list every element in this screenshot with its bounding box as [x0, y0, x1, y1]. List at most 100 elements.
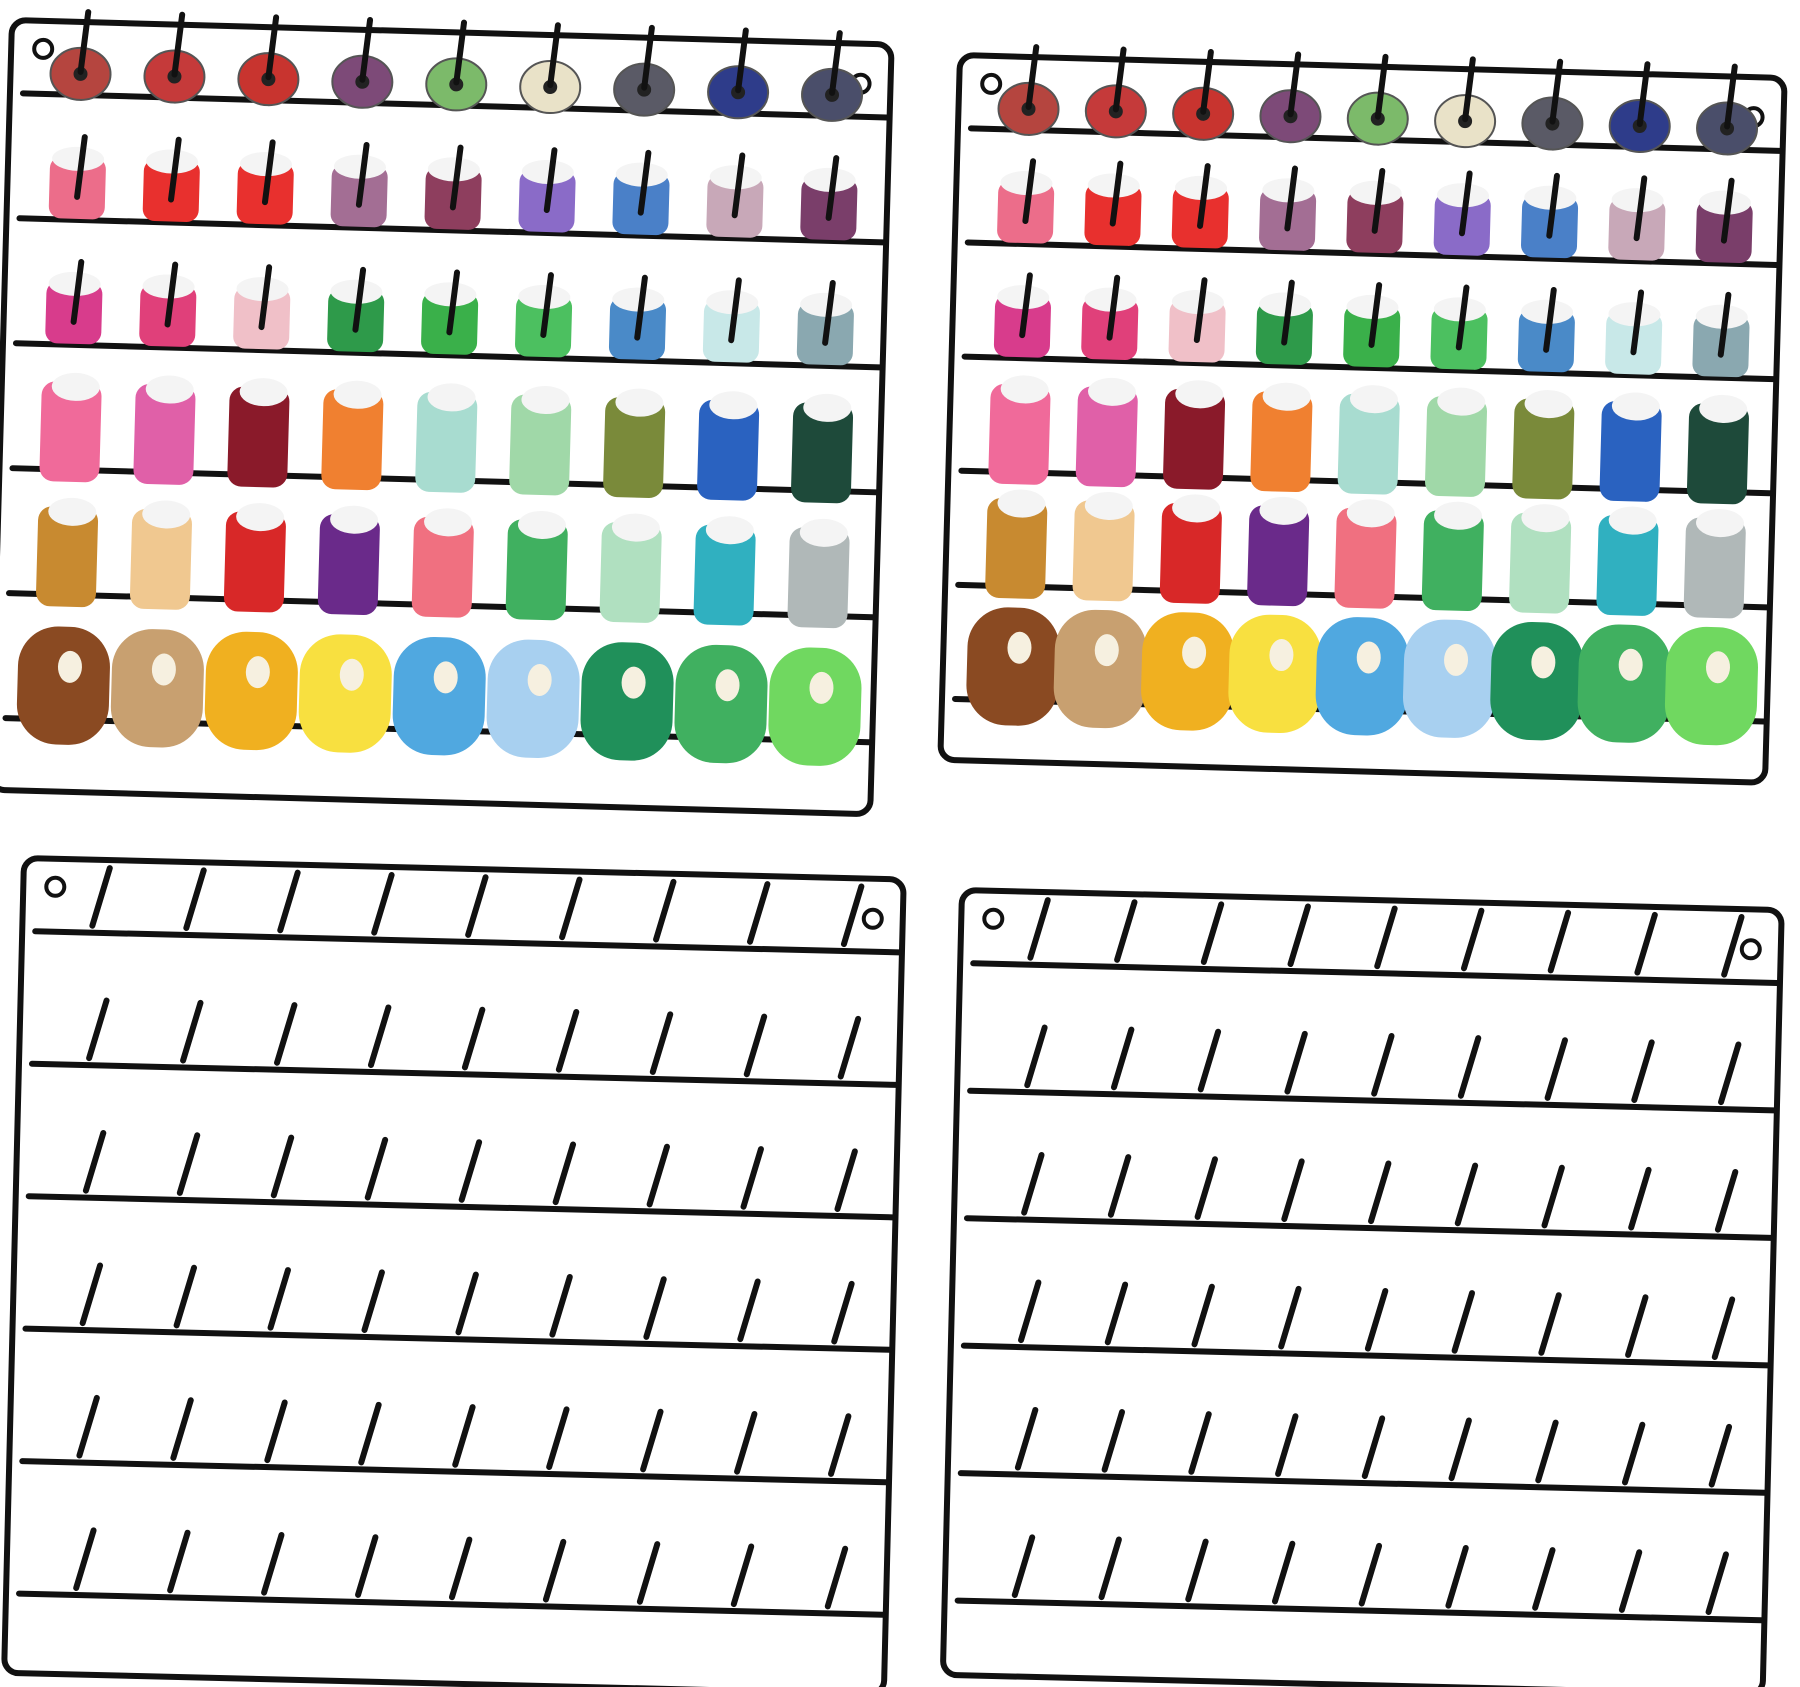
peg	[824, 1545, 849, 1610]
spool-top	[427, 383, 476, 412]
peg	[737, 1278, 761, 1343]
thread-rack	[0, 9, 895, 817]
spool-top	[1433, 297, 1486, 322]
peg	[828, 1413, 852, 1477]
thread-rack	[940, 887, 1785, 1687]
peg	[452, 1404, 476, 1468]
peg	[1374, 53, 1389, 120]
thread-cone	[1315, 617, 1409, 736]
thread-cone	[110, 629, 204, 748]
peg	[82, 1130, 107, 1194]
peg	[840, 883, 865, 948]
peg	[1271, 1540, 1296, 1605]
thread-spool	[603, 397, 666, 498]
peg	[540, 272, 554, 338]
peg	[1634, 911, 1658, 976]
spool-top	[48, 271, 101, 296]
peg	[653, 878, 677, 943]
hanging-hole	[44, 875, 67, 898]
thread-spool	[787, 527, 850, 629]
peg	[1720, 177, 1735, 244]
spool-top	[705, 516, 754, 545]
peg	[265, 14, 280, 81]
peg	[555, 1009, 580, 1073]
cone-top	[1531, 646, 1556, 679]
peg	[1636, 61, 1651, 128]
peg	[371, 871, 395, 936]
spool-top	[1611, 188, 1664, 213]
peg	[1458, 170, 1473, 237]
thread-spool	[693, 524, 756, 626]
peg	[1718, 1041, 1742, 1106]
spool-top	[1084, 287, 1137, 312]
thread-cone	[580, 642, 674, 761]
peg	[1011, 1534, 1036, 1599]
spool-top	[330, 505, 379, 534]
thread-cone	[1664, 626, 1758, 746]
cone-top	[151, 653, 176, 686]
spool-top	[424, 282, 477, 307]
peg	[1019, 272, 1033, 339]
peg	[646, 1143, 670, 1208]
peg	[1104, 1281, 1129, 1346]
thread-spool	[509, 394, 572, 496]
peg	[1535, 1419, 1559, 1484]
spool-top	[424, 508, 473, 537]
peg	[274, 1002, 298, 1066]
spool-top	[1171, 290, 1224, 315]
spool-top	[1259, 292, 1312, 317]
peg	[1544, 1037, 1568, 1101]
cone-top	[527, 663, 552, 696]
peg	[1024, 1024, 1048, 1089]
spool-top	[333, 380, 382, 409]
peg	[634, 274, 648, 341]
spool-top	[1262, 178, 1315, 203]
rack-bar	[957, 1470, 1768, 1496]
spool-top	[1000, 171, 1053, 196]
peg	[1454, 1162, 1479, 1227]
peg	[1284, 165, 1299, 232]
spool-top	[803, 393, 852, 422]
rack-bar	[12, 340, 883, 371]
peg	[261, 139, 276, 206]
peg	[1374, 905, 1398, 970]
thread-spool	[129, 508, 192, 610]
thread-spool	[791, 402, 854, 504]
peg	[76, 1394, 100, 1459]
rack-bar	[16, 1590, 886, 1618]
cone-top	[809, 671, 834, 704]
rack-frame	[1, 855, 907, 1687]
peg	[1549, 58, 1564, 125]
peg	[1628, 1166, 1652, 1231]
rack-bar	[970, 960, 1780, 986]
rack-bar	[32, 928, 902, 956]
spool-top	[1175, 380, 1224, 409]
peg	[834, 1148, 858, 1212]
thread-cone	[392, 637, 486, 756]
spool-top	[1172, 494, 1221, 523]
spool-top	[1437, 183, 1490, 208]
spool-top	[1696, 509, 1745, 538]
peg	[1368, 282, 1383, 348]
spool-top	[1434, 501, 1483, 530]
spool-top	[611, 513, 660, 542]
peg	[829, 30, 843, 96]
spool-top	[236, 277, 289, 302]
peg	[1618, 1549, 1643, 1613]
peg	[649, 1011, 674, 1075]
peg	[1112, 46, 1127, 113]
peg	[74, 134, 88, 200]
spool-top	[1521, 299, 1574, 324]
peg	[641, 24, 655, 91]
peg	[728, 277, 742, 344]
peg	[167, 1529, 191, 1594]
thread-spool	[1512, 398, 1575, 500]
thread-spool	[697, 399, 760, 501]
peg	[173, 1264, 198, 1329]
peg	[1197, 1028, 1222, 1093]
hanging-hole	[982, 907, 1005, 930]
thread-rack	[937, 44, 1788, 786]
thread-spool	[36, 506, 99, 608]
thread-spool	[1072, 500, 1135, 602]
rack-frame	[940, 887, 1785, 1687]
